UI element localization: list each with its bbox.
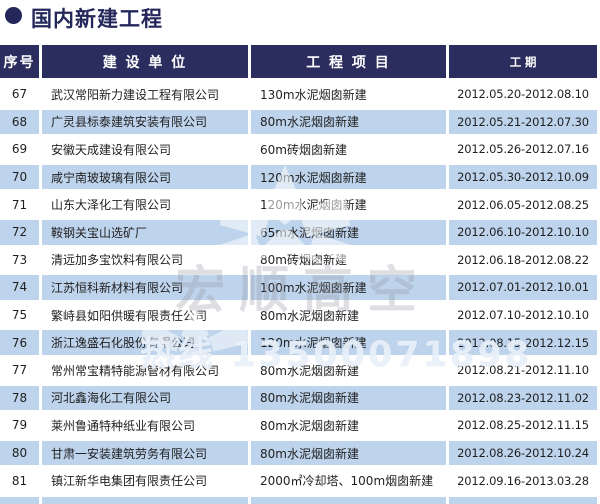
table-body: 67 武汉常阳新力建设工程有限公司 130m水泥烟囱新建 2012.05.20-201… <box>0 80 600 494</box>
table-row: 75 繁峙县如阳供暖有限责任公司 80m水泥烟囱新建 2012.07.10-2012.… <box>0 300 600 329</box>
cell-period: 2012.08.25-2012.11.15 <box>449 411 597 439</box>
cell-project: 80m水泥烟囱新建 <box>251 383 446 412</box>
cell-company: 鞍钢关宝山选矿厂 <box>42 217 248 246</box>
bullet-icon <box>5 7 22 24</box>
header-project: 工 程 项 目 <box>251 45 446 78</box>
cell-no: 69 <box>0 135 39 163</box>
cell-project: 80m水泥烟囱新建 <box>251 300 446 329</box>
cell-company: 山东大泽化工有限公司 <box>42 190 248 218</box>
cell-period: 2012.06.10-2012.10.10 <box>449 217 597 246</box>
cell-no: 78 <box>0 383 39 412</box>
table-row: 81 镇江新华电集团有限责任公司 2000㎡冷却塔、100m烟囱新建 2012.09.… <box>0 466 600 494</box>
cell-period: 2012.05.21-2012.07.30 <box>449 107 597 136</box>
partial-next-row <box>0 493 600 504</box>
cell-company: 咸宁南玻玻璃有限公司 <box>42 162 248 191</box>
header-period: 工 期 <box>449 45 597 78</box>
cell-company: 安徽天成建设有限公司 <box>42 135 248 163</box>
cell-project: 120m水泥烟囱新建 <box>251 162 446 191</box>
cell-period: 2012.07.10-2012.10.10 <box>449 300 597 329</box>
cell-company: 清远加多宝饮料有限公司 <box>42 245 248 274</box>
cell-period: 2012.09.16-2013.03.28 <box>449 466 597 494</box>
cell-no: 74 <box>0 273 39 301</box>
cell-no: 72 <box>0 217 39 246</box>
cell-period: 2012.05.20-2012.08.10 <box>449 80 597 108</box>
cell-period: 2012.06.18-2012.08.22 <box>449 245 597 274</box>
table-row: 72 鞍钢关宝山选矿厂 65m水泥烟囱新建 2012.06.10-2012.10.10 <box>0 217 600 246</box>
table-row: 73 清远加多宝饮料有限公司 80m砖烟囱新建 2012.06.18-2012.08.… <box>0 245 600 274</box>
cell-no: 79 <box>0 411 39 439</box>
cell-project: 80m水泥烟囱新建 <box>251 107 446 136</box>
cell-project: 120m水泥烟囱新建 <box>251 328 446 356</box>
cell-period: 2012.08.15-2012.12.15 <box>449 328 597 356</box>
cell-company: 广灵县标泰建筑安装有限公司 <box>42 107 248 136</box>
cell-period: 2012.07.01-2012.10.01 <box>449 273 597 301</box>
cell-no: 71 <box>0 190 39 218</box>
cell-no: 73 <box>0 245 39 274</box>
table-row: 74 江苏恒科新材料有限公司 100m水泥烟囱新建 2012.07.01-2012.1… <box>0 273 600 301</box>
table-row: 71 山东大泽化工有限公司 120m水泥烟囱新建 2012.06.05-2012.08… <box>0 190 600 218</box>
cell-period: 2012.08.21-2012.11.10 <box>449 355 597 384</box>
cell-project: 120m水泥烟囱新建 <box>251 190 446 218</box>
cell-project: 80m水泥烟囱新建 <box>251 411 446 439</box>
cell-project: 80m水泥烟囱新建 <box>251 355 446 384</box>
cell-project: 65m水泥烟囱新建 <box>251 217 446 246</box>
header-company: 建 设 单 位 <box>42 45 248 78</box>
cell-period: 2012.06.05-2012.08.25 <box>449 190 597 218</box>
cell-period: 2012.08.23-2012.11.02 <box>449 383 597 412</box>
table-row: 70 咸宁南玻玻璃有限公司 120m水泥烟囱新建 2012.05.30-2012.10… <box>0 162 600 191</box>
table-row: 79 莱州鲁通特种纸业有限公司 80m水泥烟囱新建 2012.08.25-2012.1… <box>0 411 600 439</box>
page-title: 国内新建工程 <box>31 7 163 31</box>
cell-project: 100m水泥烟囱新建 <box>251 273 446 301</box>
cell-company: 繁峙县如阳供暖有限责任公司 <box>42 300 248 329</box>
cell-no: 75 <box>0 300 39 329</box>
cell-project: 80m砖烟囱新建 <box>251 245 446 274</box>
table-row: 67 武汉常阳新力建设工程有限公司 130m水泥烟囱新建 2012.05.20-201… <box>0 80 600 108</box>
cell-project: 2000㎡冷却塔、100m烟囱新建 <box>251 466 446 494</box>
cell-company: 镇江新华电集团有限责任公司 <box>42 466 248 494</box>
cell-no: 70 <box>0 162 39 191</box>
cell-no: 80 <box>0 438 39 467</box>
cell-company: 莱州鲁通特种纸业有限公司 <box>42 411 248 439</box>
page-title-bar: 国内新建工程 <box>0 0 600 45</box>
cell-no: 77 <box>0 355 39 384</box>
cell-period: 2012.08.26-2012.10.24 <box>449 438 597 467</box>
table-row: 68 广灵县标泰建筑安装有限公司 80m水泥烟囱新建 2012.05.21-2012.… <box>0 107 600 136</box>
cell-company: 常州常宝精特能源管材有限公司 <box>42 355 248 384</box>
cell-period: 2012.05.30-2012.10.09 <box>449 162 597 191</box>
cell-company: 江苏恒科新材料有限公司 <box>42 273 248 301</box>
header-no: 序号 <box>0 45 39 78</box>
table-row: 80 甘肃一安装建筑劳务有限公司 80m水泥烟囱新建 2012.08.26-2012.… <box>0 438 600 467</box>
cell-no: 76 <box>0 328 39 356</box>
cell-period: 2012.05.26-2012.07.16 <box>449 135 597 163</box>
cell-no: 67 <box>0 80 39 108</box>
cell-project: 130m水泥烟囱新建 <box>251 80 446 108</box>
cell-project: 60m砖烟囱新建 <box>251 135 446 163</box>
cell-no: 68 <box>0 107 39 136</box>
table-row: 76 浙江逸盛石化股份有限公司 120m水泥烟囱新建 2012.08.15-2012.… <box>0 328 600 356</box>
cell-company: 河北鑫海化工有限公司 <box>42 383 248 412</box>
table-row: 78 河北鑫海化工有限公司 80m水泥烟囱新建 2012.08.23-2012.11.… <box>0 383 600 412</box>
projects-table: 序号 建 设 单 位 工 程 项 目 工 期 67 武汉常阳新力建设工程有限公司 1… <box>0 45 600 504</box>
cell-project: 80m水泥烟囱新建 <box>251 438 446 467</box>
cell-no: 81 <box>0 466 39 494</box>
table-header-row: 序号 建 设 单 位 工 程 项 目 工 期 <box>0 45 600 78</box>
cell-company: 武汉常阳新力建设工程有限公司 <box>42 80 248 108</box>
cell-company: 浙江逸盛石化股份有限公司 <box>42 328 248 356</box>
cell-company: 甘肃一安装建筑劳务有限公司 <box>42 438 248 467</box>
table-row: 69 安徽天成建设有限公司 60m砖烟囱新建 2012.05.26-2012.07.1… <box>0 135 600 163</box>
table-row: 77 常州常宝精特能源管材有限公司 80m水泥烟囱新建 2012.08.21-2012… <box>0 355 600 384</box>
